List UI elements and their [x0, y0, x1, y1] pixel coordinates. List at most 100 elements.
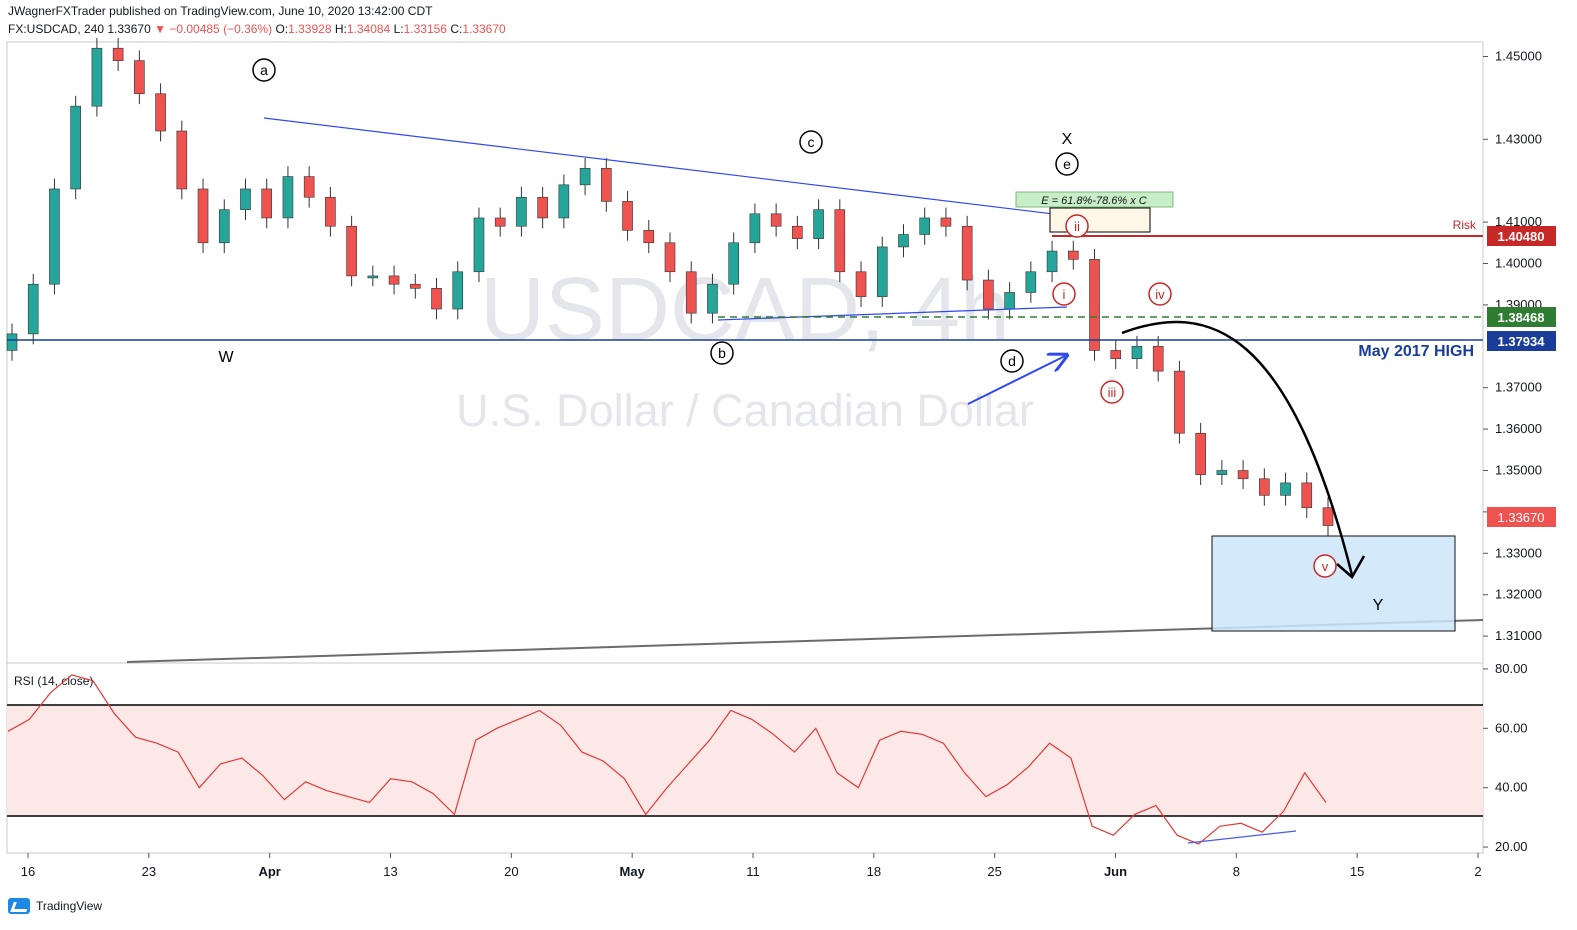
price-tick-label: 1.35000 — [1495, 462, 1542, 477]
watermark-symbol: USDCAD, 4h — [480, 260, 1010, 360]
risk-price-badge: 1.40480 — [1487, 226, 1556, 246]
svg-text:iv: iv — [1155, 287, 1165, 302]
target-zone[interactable] — [1211, 535, 1456, 632]
wave-b-label: b — [710, 341, 734, 365]
footer-brand-text: TradingView — [36, 899, 103, 913]
wave-e-label: e — [1055, 152, 1079, 176]
time-tick-label: 11 — [746, 864, 760, 879]
risk-text: Risk — [1453, 218, 1477, 232]
rsi-line — [7, 674, 1327, 845]
candle — [685, 271, 697, 314]
candle — [282, 176, 294, 219]
svg-text:ii: ii — [1074, 219, 1080, 234]
last-price-badge: 1.33670 — [1487, 507, 1556, 527]
candle — [1025, 271, 1037, 293]
price-tick-label: 1.36000 — [1495, 421, 1542, 436]
low-value: 1.33156 — [403, 22, 447, 36]
rsi-tick-label: 80.00 — [1495, 661, 1528, 676]
forecast-arrowhead-icon — [1336, 555, 1366, 579]
rsi-axis: 80.00 60.00 40.00 20.00 — [1483, 661, 1528, 854]
projection-label: E = 61.8%-78.6% x C — [1041, 195, 1147, 207]
open-label: O: — [275, 22, 289, 36]
last-price: 1.33670 — [107, 22, 151, 36]
time-tick-label: Apr — [258, 864, 280, 879]
svg-text:d: d — [1008, 353, 1016, 369]
candle — [728, 242, 739, 285]
wave-a-label: a — [252, 58, 276, 82]
down-arrow-icon: ▼ — [154, 22, 166, 36]
time-axis[interactable]: 16 23 Apr 13 20 May 11 18 25 Jun 8 15 2 — [21, 853, 1482, 879]
low-label: L: — [393, 22, 404, 36]
candle — [792, 225, 803, 239]
candle — [537, 196, 548, 219]
candle — [261, 188, 273, 219]
price-tick-label: 1.31000 — [1495, 628, 1542, 643]
wave-i-label: i — [1052, 282, 1076, 306]
candle — [1131, 345, 1143, 360]
rsi-tick-label: 60.00 — [1495, 720, 1528, 735]
rsi-title: RSI (14, close) — [14, 674, 93, 688]
price-tick-label: 1.33000 — [1495, 545, 1542, 560]
svg-text:a: a — [260, 62, 268, 78]
close-label: C: — [450, 22, 463, 36]
candle — [749, 213, 761, 244]
candle — [643, 230, 655, 244]
candle — [770, 213, 782, 227]
candle — [1237, 470, 1249, 480]
candle — [707, 283, 718, 314]
candle — [558, 184, 570, 219]
candle — [1152, 345, 1164, 372]
triangle-upper-line[interactable] — [263, 117, 1071, 217]
candle — [579, 167, 591, 186]
candles-layer — [6, 37, 1334, 536]
svg-text:1.33670: 1.33670 — [1498, 510, 1545, 525]
projection-label-bg — [1015, 191, 1174, 208]
publisher-line: JWagnerFXTrader published on TradingView… — [8, 4, 433, 18]
candle — [452, 271, 464, 310]
candle — [1301, 482, 1313, 509]
ohlc-legend: FX:USDCAD, 240 1.33670 ▼ −0.00485 (−0.36… — [8, 22, 506, 36]
candle — [622, 201, 633, 231]
candle — [346, 225, 357, 277]
price-tick-label: 1.32000 — [1495, 587, 1542, 602]
svg-text:e: e — [1063, 156, 1071, 172]
triangle-lower-line[interactable] — [717, 306, 1068, 321]
svg-text:c: c — [808, 134, 815, 150]
rsi-band — [7, 705, 1483, 816]
wave-v-label: v — [1313, 554, 1337, 578]
wave-iv-label: iv — [1148, 282, 1172, 306]
candle — [876, 246, 888, 297]
candle — [1089, 259, 1100, 351]
candle — [1174, 370, 1185, 434]
candle — [664, 242, 676, 273]
candle — [494, 217, 506, 227]
price-tick-label: 1.40000 — [1495, 255, 1542, 270]
blue-arrow — [967, 356, 1065, 405]
svg-text:v: v — [1322, 559, 1329, 574]
candle — [1280, 482, 1291, 496]
wave-y-label: Y — [1373, 597, 1384, 614]
candle — [70, 105, 81, 190]
watermark-name: U.S. Dollar / Canadian Dollar — [456, 385, 1034, 436]
svg-text:iii: iii — [1108, 385, 1117, 400]
price-tick-label: 1.37000 — [1495, 380, 1542, 395]
may-2017-high-badge: 1.37934 — [1487, 331, 1556, 351]
footer-brand[interactable]: TradingView — [8, 898, 102, 914]
candle — [112, 47, 124, 61]
svg-text:i: i — [1063, 287, 1066, 302]
candle — [155, 93, 166, 132]
wave-ii-label: ii — [1065, 214, 1089, 238]
projection-box[interactable] — [1049, 207, 1151, 233]
symbol-label[interactable]: FX:USDCAD, 240 — [8, 22, 105, 36]
dashed-level-badge: 1.38468 — [1487, 307, 1556, 327]
time-tick-label: May — [620, 864, 646, 879]
time-tick-label: 15 — [1350, 864, 1364, 879]
svg-text:1.38468: 1.38468 — [1498, 310, 1545, 325]
time-tick-label: 16 — [21, 864, 35, 879]
candle — [473, 217, 485, 273]
candle — [940, 217, 952, 227]
candle — [1067, 250, 1079, 260]
svg-text:1.40480: 1.40480 — [1498, 229, 1545, 244]
candle — [1110, 350, 1122, 360]
